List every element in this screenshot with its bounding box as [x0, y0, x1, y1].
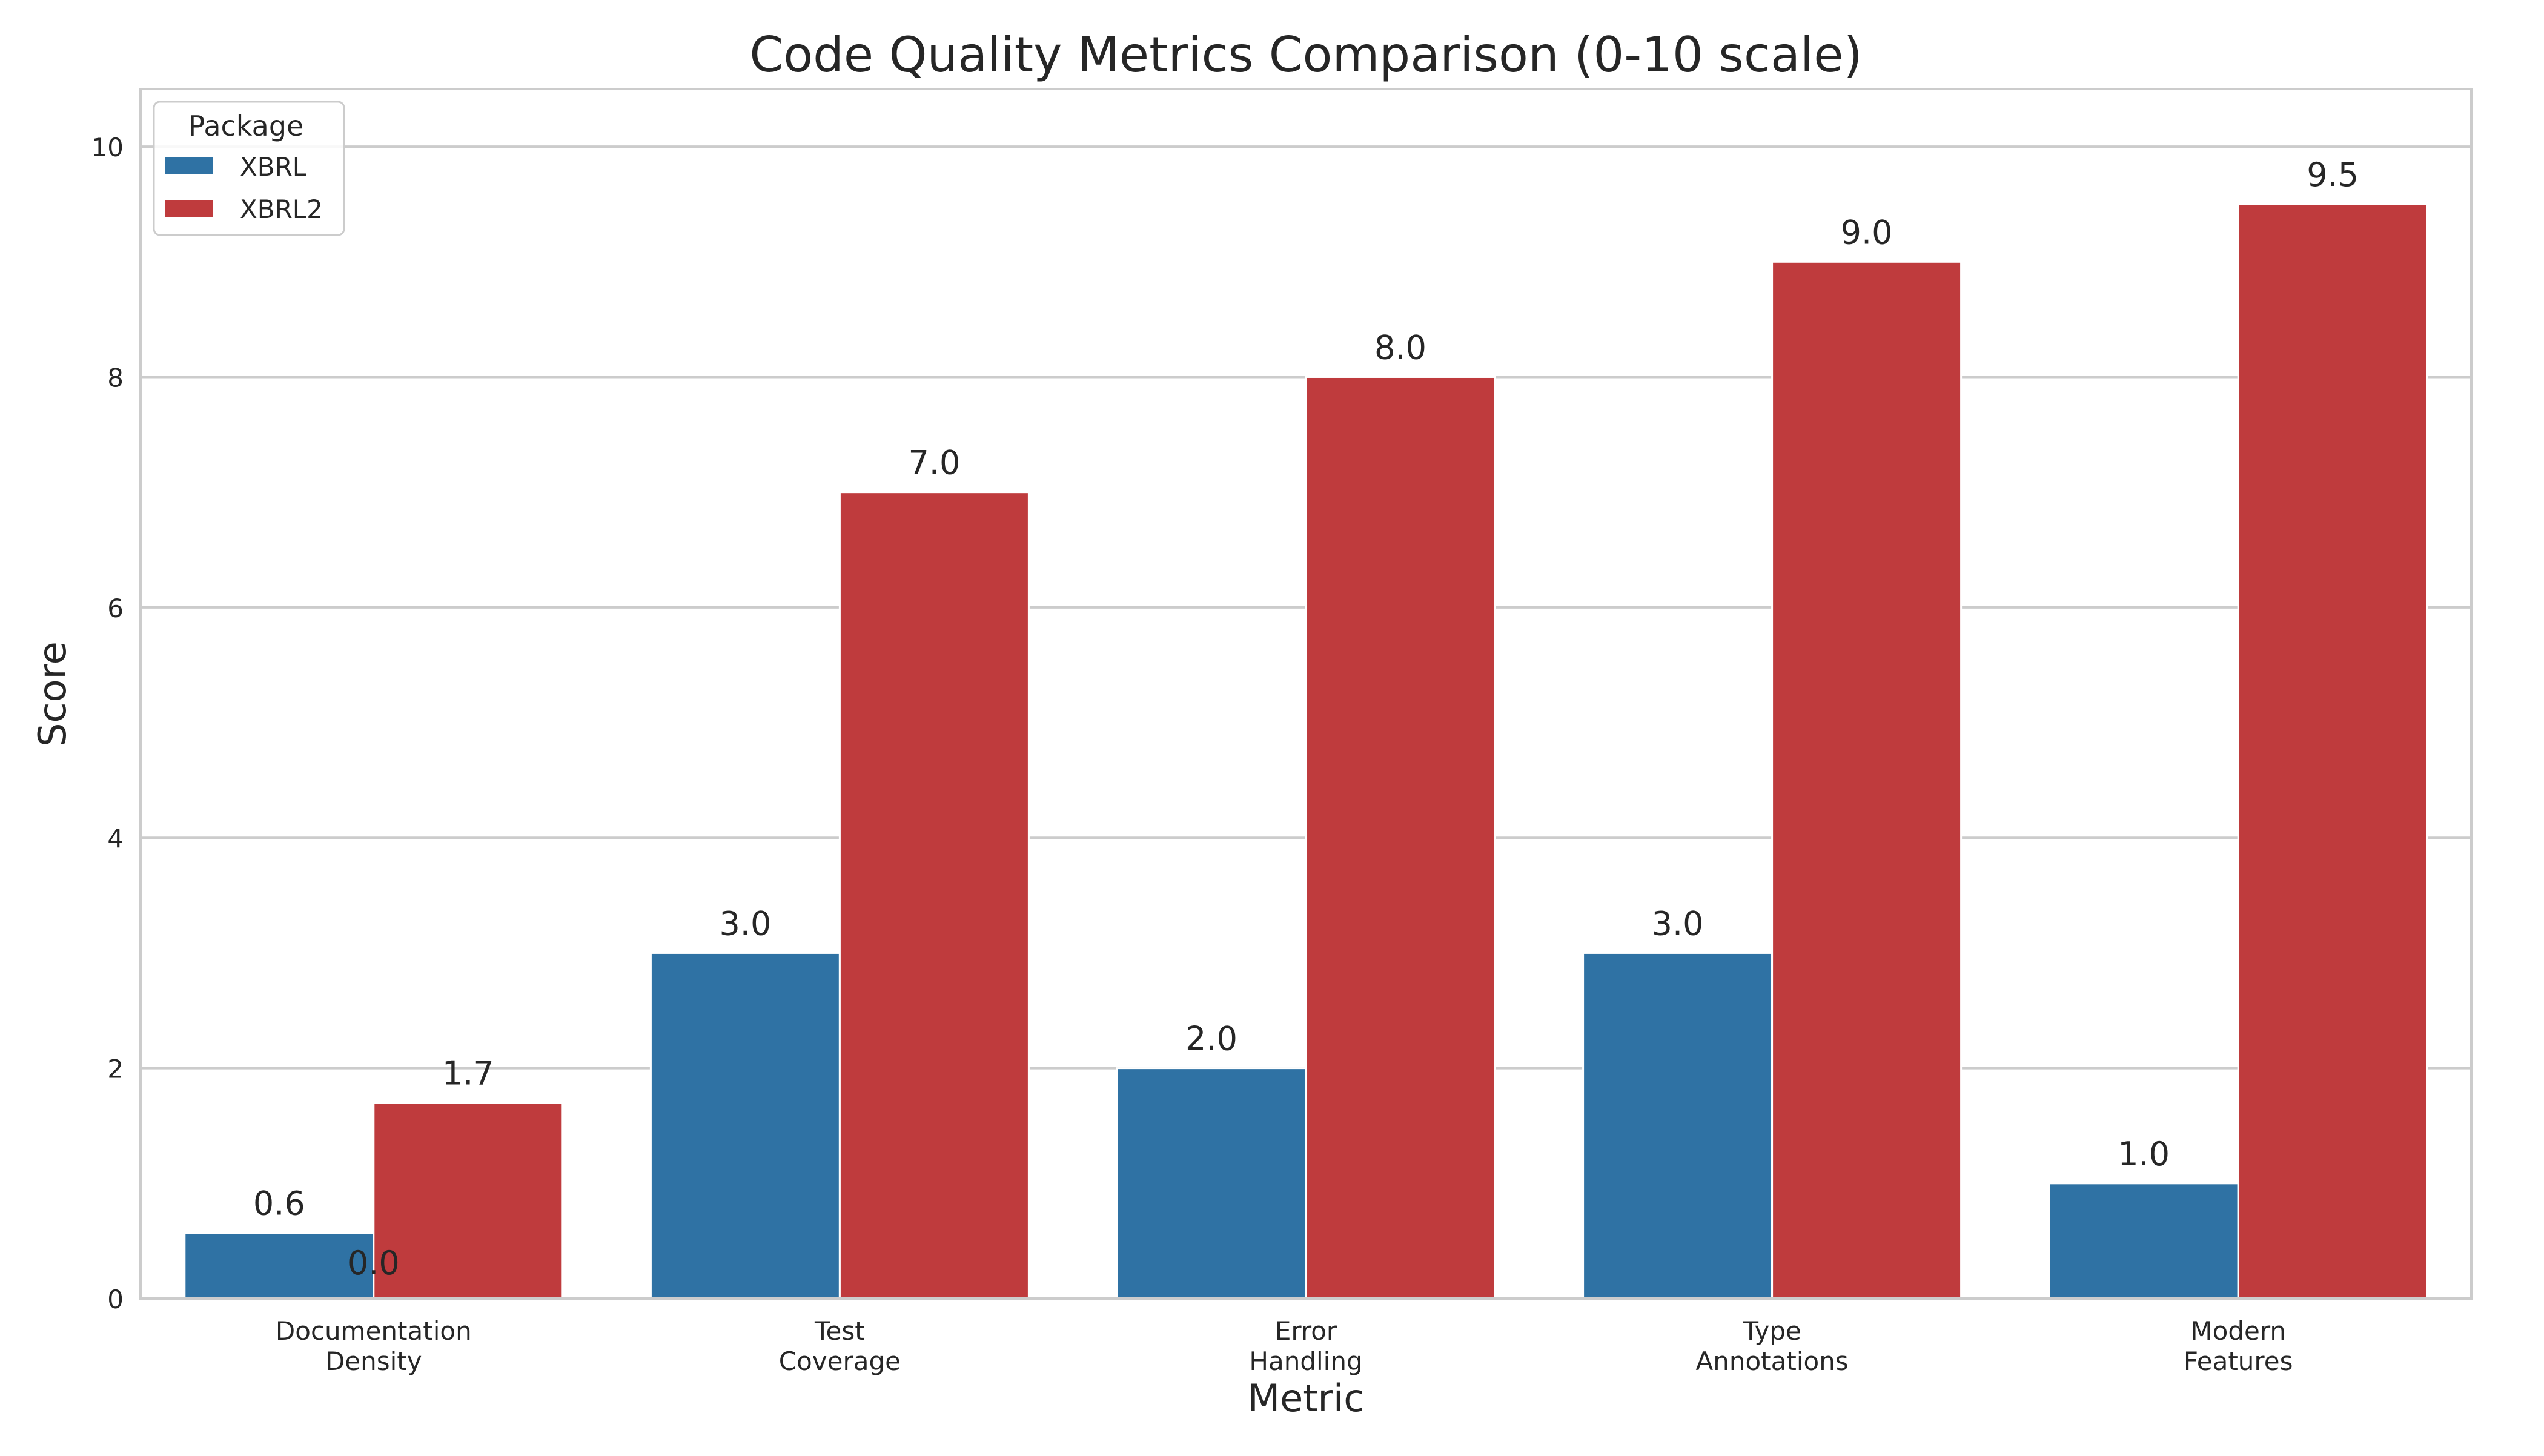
- x-tick-label-line: Features: [2184, 1346, 2293, 1376]
- data-label: 3.0: [1652, 904, 1704, 942]
- bar-xbrl2-2: [1305, 376, 1496, 1300]
- y-tick-label: 2: [107, 1054, 124, 1084]
- legend-title: Package: [188, 110, 304, 142]
- data-label: 8.0: [1374, 328, 1426, 366]
- x-tick-label-line: Modern: [2190, 1316, 2286, 1346]
- y-axis-label: Score: [30, 641, 75, 747]
- data-labels: 0.6 1.7 3.0 7.0 2.0 8.0 3.0 9.0 1.0 9.5 0.0: [253, 156, 2359, 1282]
- data-label: 9.0: [1841, 213, 1893, 251]
- y-tick-label: 4: [107, 824, 124, 853]
- bar-xbrl2-3: [1771, 260, 1963, 1300]
- data-label: 3.0: [719, 904, 771, 942]
- bar-xbrl-1: [649, 951, 841, 1300]
- x-tick-label: Modern Features: [2184, 1316, 2293, 1376]
- x-tick-label-line: Density: [325, 1346, 422, 1376]
- legend-swatch-xbrl2: [165, 200, 213, 217]
- x-tick-label-line: Handling: [1249, 1346, 1362, 1376]
- data-label: 2.0: [1185, 1020, 1237, 1058]
- bar-xbrl-2: [1116, 1067, 1307, 1300]
- x-tick-label-line: Annotations: [1695, 1346, 1848, 1376]
- x-tick-label-line: Documentation: [276, 1316, 472, 1346]
- data-label: 9.5: [2307, 156, 2359, 194]
- bar-xbrl2-0: [373, 1102, 564, 1300]
- x-tick-label: Documentation Density: [276, 1316, 472, 1376]
- y-tick-label: 6: [107, 594, 124, 623]
- bar-xbrl-0: [184, 1232, 375, 1300]
- bar-xbrl2-4: [2237, 203, 2428, 1300]
- extra-data-label: 0.0: [348, 1244, 400, 1282]
- y-tick-labels: 0 2 4 6 8 10: [91, 133, 124, 1314]
- data-label: 7.0: [908, 444, 960, 482]
- x-tick-label-line: Coverage: [779, 1346, 901, 1376]
- y-tick-label: 10: [91, 133, 124, 162]
- bar-xbrl-4: [2048, 1182, 2239, 1300]
- y-tick-label: 0: [107, 1285, 124, 1314]
- x-tick-label: Type Annotations: [1695, 1316, 1848, 1376]
- data-label: 0.6: [253, 1185, 305, 1223]
- x-axis-label: Metric: [1248, 1376, 1365, 1420]
- legend-swatch-xbrl: [165, 157, 213, 174]
- bar-xbrl-3: [1582, 951, 1774, 1300]
- x-tick-label: Error Handling: [1249, 1316, 1362, 1376]
- x-tick-label-line: Type: [1742, 1316, 1801, 1346]
- x-tick-label-line: Error: [1275, 1316, 1337, 1346]
- y-tick-label: 8: [107, 363, 124, 392]
- bar-xbrl2-1: [838, 491, 1030, 1300]
- legend-label-xbrl2: XBRL2: [240, 194, 323, 224]
- chart-title: Code Quality Metrics Comparison (0-10 sc…: [749, 27, 1862, 83]
- bars: [184, 203, 2428, 1300]
- data-label: 1.7: [442, 1054, 494, 1093]
- data-label: 1.0: [2118, 1135, 2170, 1173]
- legend-label-xbrl: XBRL: [240, 152, 307, 182]
- x-tick-label: Test Coverage: [779, 1316, 901, 1376]
- plot-frame: [139, 88, 2473, 1300]
- x-tick-labels: Documentation Density Test Coverage Error Han…: [276, 1316, 2293, 1376]
- x-tick-label-line: Test: [814, 1316, 865, 1346]
- legend: Package XBRL XBRL2: [153, 101, 345, 236]
